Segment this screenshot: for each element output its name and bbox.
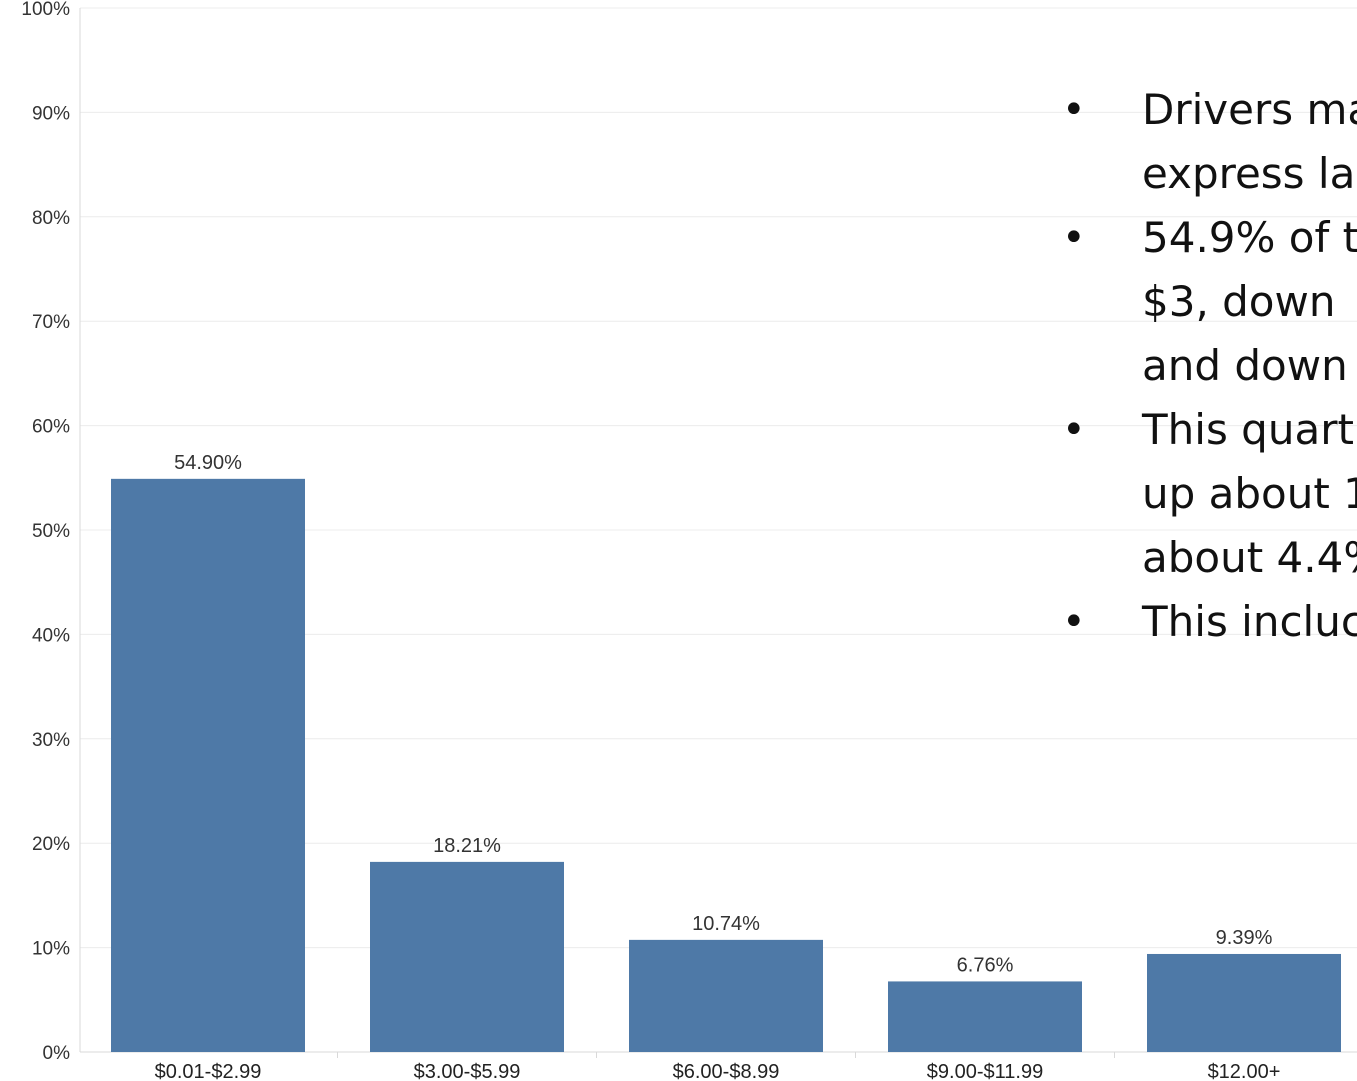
x-tick-label: $6.00-$8.99 [673, 1061, 780, 1081]
bar-2 [370, 861, 564, 1052]
data-label: 9.39% [1216, 927, 1273, 949]
bars [111, 478, 1341, 1052]
data-label: 6.76% [957, 954, 1014, 976]
labels: 0% 10% 20% 30% 40% 50% 60% 70% 80% 90% 100% 54.90% $… [21, 0, 1280, 1081]
y-tick-label: 10% [32, 939, 70, 960]
y-tick-label: 30% [32, 730, 70, 751]
x-tick-label: $0.01-$2.99 [155, 1061, 262, 1081]
x-tick-label: $9.00-$11.99 [927, 1061, 1043, 1081]
y-tick-label: 0% [43, 1043, 71, 1064]
y-tick-label: 60% [32, 417, 70, 438]
x-tick-label: $12.00+ [1208, 1061, 1281, 1081]
y-tick-label: 100% [21, 0, 70, 20]
y-tick-label: 90% [32, 103, 70, 124]
y-tick-label: 80% [32, 208, 70, 229]
y-tick-label: 20% [32, 834, 70, 855]
data-label: 18.21% [433, 835, 501, 857]
data-label: 54.90% [174, 452, 242, 474]
bar-4 [888, 981, 1082, 1052]
y-tick-label: 50% [32, 521, 70, 542]
bar-3 [629, 939, 823, 1052]
x-tick-label: $3.00-$5.99 [414, 1061, 521, 1081]
bar-5 [1147, 953, 1341, 1052]
y-tick-label: 40% [32, 625, 70, 646]
bar-1 [111, 478, 305, 1052]
y-tick-label: 70% [32, 312, 70, 333]
data-label: 10.74% [692, 913, 760, 935]
